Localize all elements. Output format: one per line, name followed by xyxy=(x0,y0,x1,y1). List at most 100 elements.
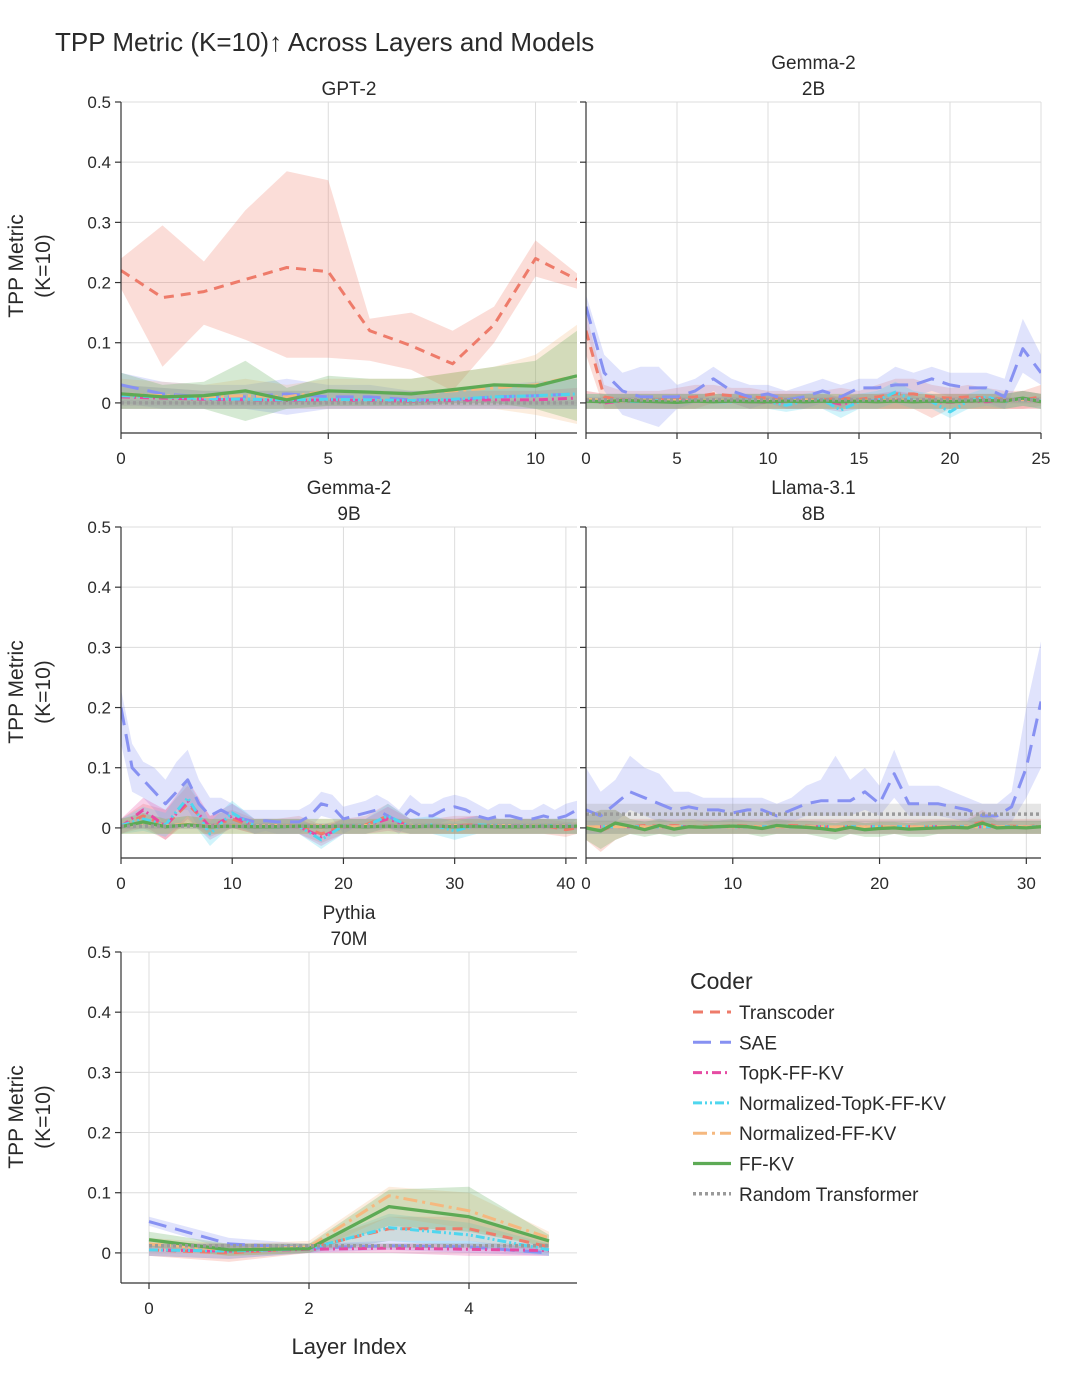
y-tick-label: 0.4 xyxy=(87,578,111,597)
x-tick-label: 10 xyxy=(723,874,742,893)
panel-pythia-70m: 0 0.1 0.2 0.3 0.4 0.5 0 2 4 Pythia 70M xyxy=(87,903,577,1318)
axes: 0 0.1 0.2 0.3 0.4 0.5 0 10 20 30 40 xyxy=(87,518,577,893)
plot-area xyxy=(586,294,1041,427)
band-transcoder xyxy=(121,171,577,391)
subplot-title: Llama-3.1 8B xyxy=(771,478,856,525)
panel-llama31-8b: 0 10 20 30 Llama-3.1 8B xyxy=(580,478,1041,893)
y-tick-label: 0 xyxy=(102,394,111,413)
y-tick-label: 0.3 xyxy=(87,1063,111,1082)
legend-item-normalized-ff-kv: Normalized-FF-KV xyxy=(693,1124,897,1145)
y-tick-label: 0.5 xyxy=(87,518,111,537)
series-line-sae xyxy=(586,701,1041,818)
figure-title: TPP Metric (K=10)↑ Across Layers and Mod… xyxy=(55,27,594,57)
subplot-title-line: Gemma-2 xyxy=(307,478,391,499)
subplot-title-line: 2B xyxy=(802,79,825,100)
band-transcoder xyxy=(586,809,1041,852)
y-tick-label: 0.3 xyxy=(87,213,111,232)
x-tick-label: 30 xyxy=(445,874,464,893)
subplot-title-line: 9B xyxy=(337,504,360,525)
x-tick-label: 0 xyxy=(581,449,590,468)
legend-label: FF-KV xyxy=(739,1155,794,1176)
y-axis-title-line2: (K=10) xyxy=(32,660,55,724)
y-axis-title-row3: TPP Metric (K=10) xyxy=(5,1065,55,1168)
band-normalized-topk-ff-kv xyxy=(121,779,577,849)
legend-item-sae: SAE xyxy=(693,1033,777,1054)
subplot-title: Gemma-2 9B xyxy=(307,478,391,525)
series-line-ff-kv xyxy=(121,820,577,829)
y-tick-label: 0.2 xyxy=(87,274,111,293)
y-tick-label: 0.4 xyxy=(87,1003,111,1022)
legend-label: Normalized-FF-KV xyxy=(739,1124,897,1145)
subplot-title: Pythia 70M xyxy=(323,903,376,950)
y-tick-label: 0.3 xyxy=(87,638,111,657)
band-normalized-topk-ff-kv xyxy=(149,1213,549,1259)
axes: 0 10 20 30 xyxy=(580,526,1041,893)
legend-item-transcoder: Transcoder xyxy=(693,1003,835,1024)
panel-gpt2: 0 0.1 0.2 0.3 0.4 0.5 0 5 10 GPT-2 xyxy=(87,79,577,468)
y-axis-title-line2: (K=10) xyxy=(32,234,55,298)
y-axis-title-line2: (K=10) xyxy=(32,1085,55,1149)
x-tick-label: 15 xyxy=(850,449,869,468)
y-tick-label: 0.2 xyxy=(87,1124,111,1143)
series-line-sae xyxy=(121,707,577,824)
x-tick-label: 0 xyxy=(116,874,125,893)
axes: 0 5 10 15 20 25 xyxy=(580,101,1051,468)
legend-label: TopK-FF-KV xyxy=(739,1064,844,1085)
y-tick-label: 0.2 xyxy=(87,699,111,718)
band-random transformer xyxy=(586,803,1041,822)
y-tick-label: 0.1 xyxy=(87,1184,111,1203)
band-ff-kv xyxy=(149,1186,549,1256)
series-line-ff-kv xyxy=(148,1204,550,1252)
plot-area xyxy=(121,689,577,849)
x-tick-label: 20 xyxy=(334,874,353,893)
series-line-normalized-topk-ff-kv xyxy=(148,1226,550,1253)
subplot-title-line: Gemma-2 xyxy=(771,53,855,74)
band-sae xyxy=(586,294,1041,427)
plot-area xyxy=(148,1186,550,1262)
subplot-title: GPT-2 xyxy=(322,79,377,100)
band-sae xyxy=(121,689,577,834)
subplot-title-line: 8B xyxy=(802,504,825,525)
x-tick-label: 2 xyxy=(304,1299,313,1318)
y-axis-title-row2: TPP Metric (K=10) xyxy=(5,640,55,743)
legend: Coder Transcoder SAE TopK-FF-KV Normalized-… xyxy=(690,968,946,1206)
legend-item-ff-kv: FF-KV xyxy=(693,1155,794,1176)
legend-title: Coder xyxy=(690,968,753,994)
x-tick-label: 20 xyxy=(941,449,960,468)
band-transcoder xyxy=(586,312,1041,418)
y-tick-label: 0.1 xyxy=(87,334,111,353)
series-line-normalized-topk-ff-kv xyxy=(121,392,577,402)
x-tick-label: 0 xyxy=(581,874,590,893)
subplot-title-line: Llama-3.1 xyxy=(771,478,856,499)
band-normalized-ff-kv xyxy=(149,1186,549,1256)
series-line-sae xyxy=(586,306,1041,402)
x-axis-title: Layer Index xyxy=(292,1334,407,1359)
x-tick-label: 0 xyxy=(144,1299,153,1318)
gridlines xyxy=(121,951,577,1283)
legend-label: SAE xyxy=(739,1033,777,1054)
subplot-title-line: GPT-2 xyxy=(322,79,377,100)
legend-item-topk-ff-kv: TopK-FF-KV xyxy=(693,1064,844,1085)
y-axis-title-row1: TPP Metric (K=10) xyxy=(5,214,55,317)
panel-gemma2-2b: 0 5 10 15 20 25 Gemma-2 2B xyxy=(580,53,1050,468)
series-line-ff-kv xyxy=(121,374,577,402)
x-tick-label: 5 xyxy=(324,449,333,468)
y-tick-label: 0.5 xyxy=(87,943,111,962)
x-tick-label: 40 xyxy=(556,874,575,893)
legend-label: Normalized-TopK-FF-KV xyxy=(739,1094,946,1115)
axes: 0 0.1 0.2 0.3 0.4 0.5 0 5 10 xyxy=(87,93,577,468)
x-tick-label: 0 xyxy=(116,449,125,468)
series-line-ff-kv xyxy=(586,821,1041,833)
panel-gemma2-9b: 0 0.1 0.2 0.3 0.4 0.5 0 10 20 30 40 Gemma-2 9B xyxy=(87,478,577,893)
x-tick-label: 5 xyxy=(672,449,681,468)
y-axis-title-line1: TPP Metric xyxy=(5,640,28,743)
y-tick-label: 0.1 xyxy=(87,759,111,778)
series-line-transcoder xyxy=(121,257,577,366)
axes: 0 0.1 0.2 0.3 0.4 0.5 0 2 4 xyxy=(87,943,577,1318)
plot-area xyxy=(121,171,577,424)
x-tick-label: 20 xyxy=(870,874,889,893)
x-tick-label: 25 xyxy=(1032,449,1051,468)
y-tick-label: 0.5 xyxy=(87,93,111,112)
legend-item-random transformer: Random Transformer xyxy=(693,1185,919,1206)
